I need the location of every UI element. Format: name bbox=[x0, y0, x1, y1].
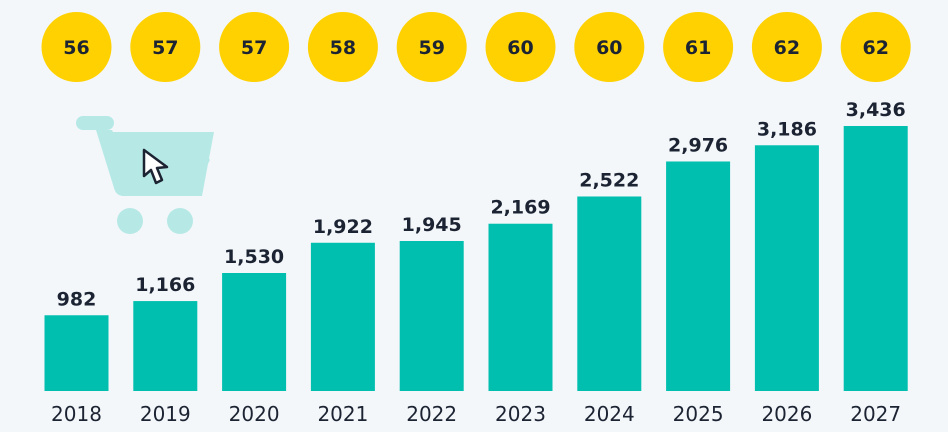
bars-group bbox=[44, 126, 908, 391]
x-axis-tick-label: 2025 bbox=[673, 402, 724, 426]
badge: 61 bbox=[663, 12, 734, 82]
bar-value-label: 3,436 bbox=[846, 99, 906, 121]
x-axis-tick-label: 2026 bbox=[761, 402, 812, 426]
x-axis-labels: 2018 2019 2020 2021 2022 2023 2024 2025 2026 2027 bbox=[51, 402, 901, 426]
x-axis-tick-label: 2020 bbox=[229, 402, 280, 426]
bar bbox=[310, 242, 375, 391]
x-axis-tick-label: 2018 bbox=[51, 402, 102, 426]
bar-value-label: 982 bbox=[57, 288, 97, 310]
x-axis-tick-label: 2023 bbox=[495, 402, 546, 426]
badges-row: 56 57 57 58 59 60 60 61 62 62 bbox=[41, 12, 911, 82]
bar-value-label: 1,922 bbox=[313, 216, 373, 238]
x-axis-tick-label: 2024 bbox=[584, 402, 635, 426]
x-axis-tick-label: 2021 bbox=[317, 402, 368, 426]
shopping-cart-illustration bbox=[76, 116, 214, 234]
badge-value: 60 bbox=[507, 37, 533, 59]
bar bbox=[488, 223, 553, 391]
bar-value-label: 1,945 bbox=[402, 214, 462, 236]
badge: 59 bbox=[396, 12, 467, 82]
badge: 56 bbox=[41, 12, 112, 82]
x-axis-tick-label: 2022 bbox=[406, 402, 457, 426]
badge-value: 62 bbox=[862, 37, 888, 59]
badge: 62 bbox=[840, 12, 911, 82]
badge-value: 60 bbox=[596, 37, 622, 59]
badge-value: 59 bbox=[418, 37, 444, 59]
badge-value: 62 bbox=[774, 37, 800, 59]
bar-value-label: 2,169 bbox=[490, 197, 550, 219]
badge: 60 bbox=[485, 12, 556, 82]
badge-value: 56 bbox=[63, 37, 89, 59]
x-axis-tick-label: 2027 bbox=[850, 402, 901, 426]
shopping-cart-handle bbox=[76, 116, 114, 130]
shopping-cart-wheel-right bbox=[167, 208, 193, 234]
badge-circle bbox=[485, 12, 556, 82]
x-axis-tick-label: 2019 bbox=[140, 402, 191, 426]
badge: 58 bbox=[307, 12, 378, 82]
bar bbox=[222, 272, 287, 391]
bar-value-label: 3,186 bbox=[757, 118, 817, 140]
badge: 62 bbox=[751, 12, 822, 82]
bar bbox=[666, 161, 731, 391]
mouse-pointer-icon bbox=[142, 148, 169, 185]
bar-value-label: 1,530 bbox=[224, 246, 284, 268]
badge-circle bbox=[396, 12, 467, 82]
bar bbox=[44, 315, 109, 391]
bar bbox=[133, 301, 198, 391]
badge-circle bbox=[219, 12, 290, 82]
value-labels-group: 982 1,166 1,530 1,922 1,945 2,169 2,522 2,976 3,… bbox=[57, 99, 906, 310]
badge-circle bbox=[574, 12, 645, 82]
bar-value-label: 1,166 bbox=[135, 274, 195, 296]
badge-value: 57 bbox=[152, 37, 178, 59]
shopping-cart-wheel-left bbox=[117, 208, 143, 234]
badge-circle bbox=[751, 12, 822, 82]
badge-value: 57 bbox=[241, 37, 267, 59]
bar bbox=[577, 196, 642, 391]
bar bbox=[399, 240, 464, 391]
badge-circle bbox=[840, 12, 911, 82]
bar bbox=[843, 126, 908, 391]
badge: 60 bbox=[574, 12, 645, 82]
badge: 57 bbox=[219, 12, 290, 82]
bar-value-label: 2,522 bbox=[579, 169, 639, 191]
badge-circle bbox=[663, 12, 734, 82]
badge-value: 61 bbox=[685, 37, 711, 59]
bar bbox=[754, 145, 819, 391]
badge: 57 bbox=[130, 12, 201, 82]
badge-circle bbox=[307, 12, 378, 82]
badge-circle bbox=[130, 12, 201, 82]
bar-value-label: 2,976 bbox=[668, 134, 728, 156]
badge-value: 58 bbox=[330, 37, 356, 59]
badge-circle bbox=[41, 12, 112, 82]
